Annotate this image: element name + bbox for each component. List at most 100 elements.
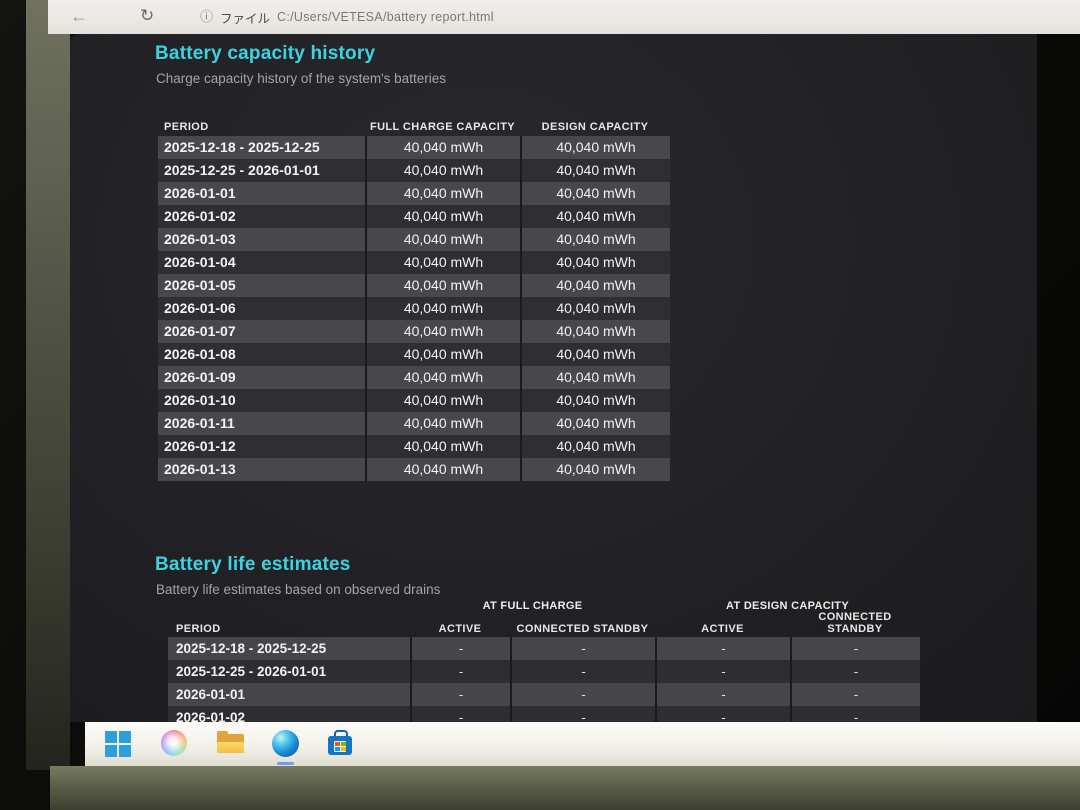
column-header: DESIGN CAPACITY [541,121,649,133]
estimate-cell: - [655,637,790,660]
taskbar-file-explorer-button[interactable] [217,730,245,758]
edge-icon [272,730,299,757]
table-row: 2025-12-18 - 2025-12-25 40,040 mWh 40,040 … [158,136,670,159]
back-icon[interactable]: ← [70,6,88,26]
full-charge-capacity-cell: 40,040 mWh [365,136,520,159]
period-cell: 2026-01-06 [164,300,236,316]
table-row: 2026-01-03 40,040 mWh 40,040 mWh [158,228,670,251]
table-row: 2026-01-04 40,040 mWh 40,040 mWh [158,251,670,274]
url-scheme-label: ファイル [220,11,271,26]
group-header: AT FULL CHARGE [482,600,583,612]
period-cell: 2025-12-25 - 2026-01-01 [176,664,327,679]
taskbar [85,722,1080,766]
taskbar-start-button[interactable] [105,730,133,758]
design-capacity-cell: 40,040 mWh [520,297,670,320]
full-charge-capacity-cell: 40,040 mWh [365,228,520,251]
estimate-cell: - [510,683,655,706]
active-app-indicator [277,762,294,765]
estimate-cell: - [655,706,790,722]
period-cell: 2026-01-08 [164,346,236,362]
period-cell: 2026-01-03 [164,231,236,247]
period-cell: 2026-01-13 [164,461,236,477]
microsoft-store-icon [326,730,354,757]
estimate-cell: - [790,683,920,706]
life-estimates-title: Battery life estimates [155,554,351,575]
period-cell: 2026-01-05 [164,277,236,293]
column-header: CONNECTED STANDBY [516,623,649,635]
table-row: 2026-01-11 40,040 mWh 40,040 mWh [158,412,670,435]
capacity-history-subtitle: Charge capacity history of the system's … [156,71,446,86]
design-capacity-cell: 40,040 mWh [520,205,670,228]
full-charge-capacity-cell: 40,040 mWh [365,458,520,481]
design-capacity-cell: 40,040 mWh [520,251,670,274]
capacity-history-title: Battery capacity history [155,43,376,64]
estimate-cell: - [410,706,510,722]
column-header: PERIOD [176,623,221,635]
period-cell: 2025-12-18 - 2025-12-25 [176,641,327,656]
full-charge-capacity-cell: 40,040 mWh [365,297,520,320]
estimate-cell: - [655,683,790,706]
address-bar[interactable]: ⓘ ファイル C:/Users/VETESA/battery report.ht… [200,5,494,29]
estimate-cell: - [655,660,790,683]
life-estimates-subtitle: Battery life estimates based on observed… [156,582,441,597]
period-cell: 2025-12-25 - 2026-01-01 [164,162,320,178]
full-charge-capacity-cell: 40,040 mWh [365,389,520,412]
column-header: ACTIVE [438,623,482,635]
estimate-cell: - [410,683,510,706]
period-cell: 2025-12-18 - 2025-12-25 [164,139,320,155]
table-row: 2026-01-06 40,040 mWh 40,040 mWh [158,297,670,320]
estimate-cell: - [410,637,510,660]
design-capacity-cell: 40,040 mWh [520,343,670,366]
full-charge-capacity-cell: 40,040 mWh [365,435,520,458]
column-header: CONNECTED STANDBY [818,611,892,635]
design-capacity-cell: 40,040 mWh [520,458,670,481]
estimate-cell: - [510,660,655,683]
taskbar-store-button[interactable] [326,730,354,758]
estimate-cell: - [790,637,920,660]
life-estimates-header-row: PERIOD ACTIVE CONNECTED STANDBY ACTIVE CONNE… [168,611,920,637]
design-capacity-cell: 40,040 mWh [520,389,670,412]
column-header: FULL CHARGE CAPACITY [369,121,516,133]
design-capacity-cell: 40,040 mWh [520,274,670,297]
table-row: 2025-12-18 - 2025-12-25- - - - [168,637,920,660]
estimate-cell: - [790,660,920,683]
group-header-spacer [168,600,410,616]
full-charge-capacity-cell: 40,040 mWh [365,274,520,297]
full-charge-capacity-cell: 40,040 mWh [365,343,520,366]
full-charge-capacity-cell: 40,040 mWh [365,159,520,182]
table-row: 2026-01-02- - - - [168,706,920,722]
design-capacity-cell: 40,040 mWh [520,366,670,389]
windows-logo-icon [105,731,133,757]
table-row: 2026-01-01 40,040 mWh 40,040 mWh [158,182,670,205]
laptop-deck [50,766,1080,810]
period-cell: 2026-01-02 [164,208,236,224]
table-row: 2026-01-05 40,040 mWh 40,040 mWh [158,274,670,297]
copilot-icon [161,730,187,756]
design-capacity-cell: 40,040 mWh [520,435,670,458]
estimate-cell: - [510,706,655,722]
reload-icon[interactable]: ↻ [140,6,155,25]
table-row: 2025-12-25 - 2026-01-01 40,040 mWh 40,040 … [158,159,670,182]
laptop-bezel [26,0,70,770]
table-row: 2026-01-02 40,040 mWh 40,040 mWh [158,205,670,228]
full-charge-capacity-cell: 40,040 mWh [365,182,520,205]
table-row: 2026-01-01- - - - [168,683,920,706]
table-row: 2025-12-25 - 2026-01-01- - - - [168,660,920,683]
url-text: C:/Users/VETESA/battery report.html [277,10,494,24]
capacity-history-table: PERIOD FULL CHARGE CAPACITY DESIGN CAPACIT… [158,102,670,481]
file-explorer-icon [217,730,244,756]
browser-toolbar: ← ↻ ⓘ ファイル C:/Users/VETESA/battery repor… [48,0,1080,34]
taskbar-copilot-button[interactable] [161,730,189,758]
life-estimates-table: AT FULL CHARGE AT DESIGN CAPACITY PERIOD A… [168,600,920,722]
period-cell: 2026-01-02 [176,710,246,722]
estimate-cell: - [410,660,510,683]
design-capacity-cell: 40,040 mWh [520,320,670,343]
taskbar-edge-button[interactable] [272,730,300,765]
full-charge-capacity-cell: 40,040 mWh [365,251,520,274]
design-capacity-cell: 40,040 mWh [520,159,670,182]
estimate-cell: - [790,706,920,722]
table-row: 2026-01-12 40,040 mWh 40,040 mWh [158,435,670,458]
design-capacity-cell: 40,040 mWh [520,136,670,159]
design-capacity-cell: 40,040 mWh [520,182,670,205]
column-header: ACTIVE [701,623,744,635]
